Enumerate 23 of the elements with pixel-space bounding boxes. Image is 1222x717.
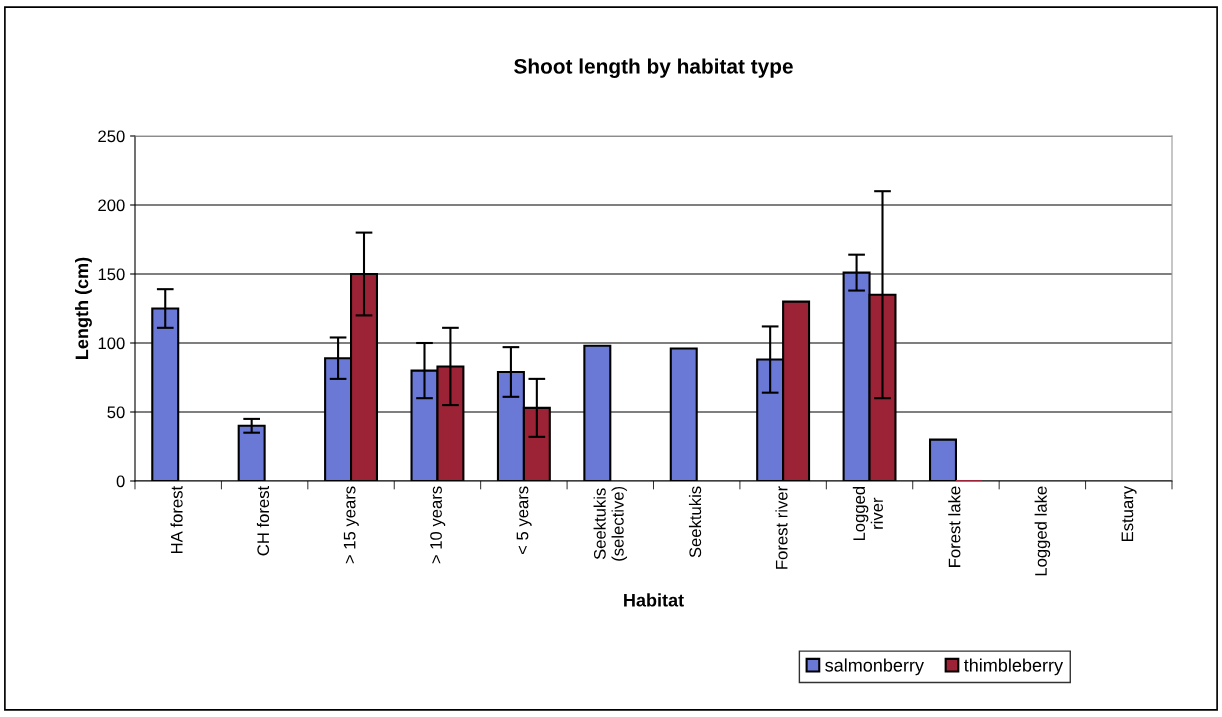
y-tick-label: 200 (98, 199, 125, 212)
x-tick-label: > 15 years (343, 486, 359, 564)
x-tick-label: CH forest (256, 485, 270, 556)
x-tick-label: HA forest (170, 485, 183, 554)
y-tick-label: 250 (98, 130, 125, 143)
x-tick-label: Seektukis (688, 486, 702, 558)
x-tick-label: Forest river (775, 486, 788, 569)
y-tick-label: 100 (98, 337, 125, 350)
x-tick-label: Seektukis (selective) (593, 486, 628, 561)
legend-label: salmonberry (825, 658, 924, 676)
x-tick-label: Forest lake (948, 486, 961, 567)
y-axis-title: Length (cm) (75, 257, 92, 359)
y-tick-label: 150 (98, 268, 125, 281)
chart-title: Shoot length by habitat type (514, 58, 793, 78)
x-axis-title: Habitat (624, 593, 684, 607)
x-tick-label: Estuary (1121, 485, 1137, 541)
x-tick-label: Logged lake (1034, 486, 1051, 576)
x-tick-label: < 5 years (516, 486, 532, 555)
x-tick-label: Logged river (852, 486, 883, 541)
x-tick-label: > 10 years (430, 486, 446, 564)
legend-label: thimbleberry (963, 658, 1064, 676)
y-tick-label: 50 (107, 406, 125, 419)
y-tick-label: 0 (116, 475, 125, 488)
